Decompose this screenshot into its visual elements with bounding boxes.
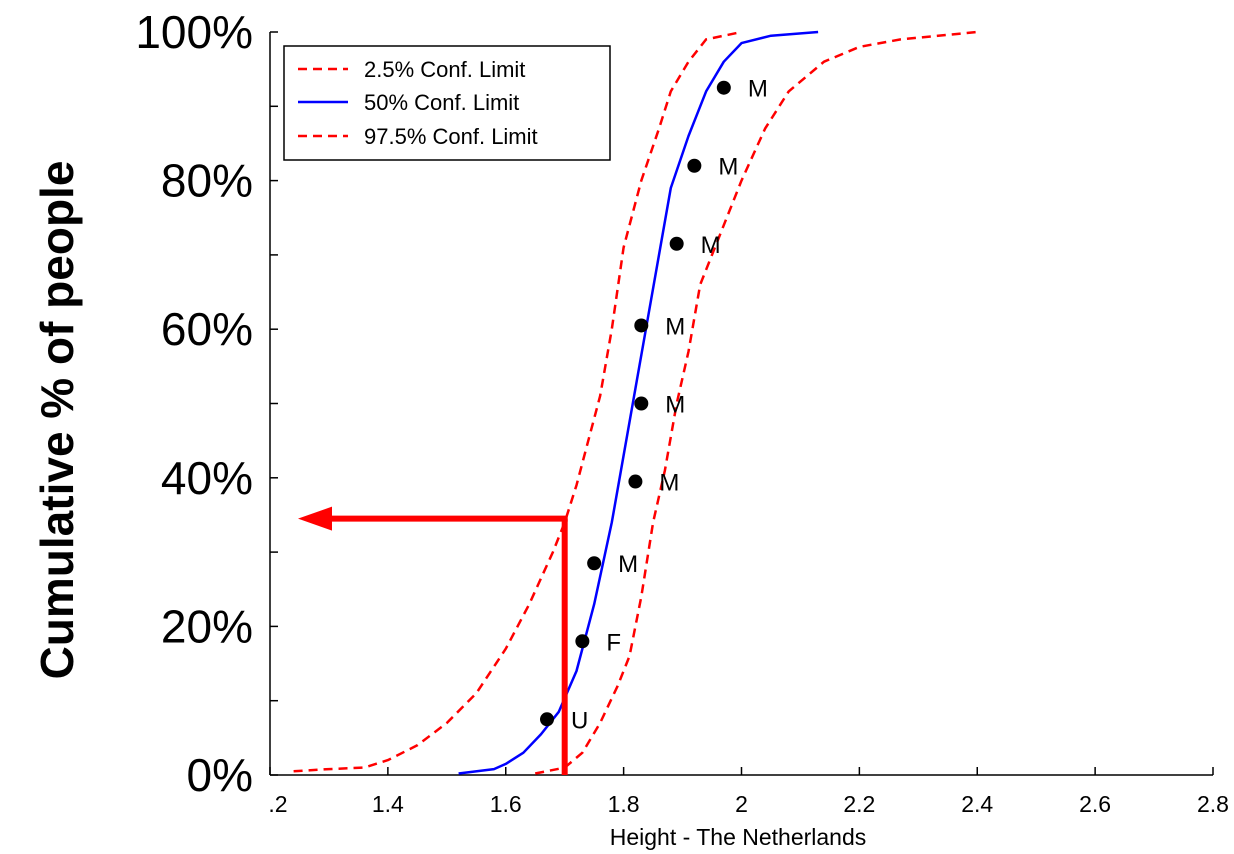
data-point-label-6: M	[701, 232, 721, 259]
data-point-3	[628, 474, 643, 489]
data-points: U F M M M M M M M	[540, 76, 768, 734]
x-tick-label: 2	[735, 791, 748, 817]
data-point-7	[687, 158, 702, 173]
y-tick-label: 20%	[161, 600, 253, 652]
x-tick-label: 2.6	[1079, 791, 1111, 817]
data-point-label-0: U	[571, 707, 588, 734]
legend-entry-2: 97.5% Conf. Limit	[364, 124, 538, 149]
legend: 2.5% Conf. Limit 50% Conf. Limit 97.5% C…	[283, 45, 611, 161]
legend-entry-0: 2.5% Conf. Limit	[364, 57, 525, 82]
data-point-2	[587, 556, 602, 571]
x-tick-label: 1.6	[490, 791, 522, 817]
series-line-0	[293, 30, 742, 773]
annotation-arrow	[298, 506, 568, 775]
x-tick-label: 2.8	[1197, 791, 1229, 817]
data-point-1	[575, 634, 590, 649]
data-point-6	[669, 236, 684, 251]
annotation-arrowhead	[298, 506, 332, 531]
y-tick-label: 100%	[135, 6, 253, 58]
data-point-label-3: M	[659, 470, 679, 497]
data-point-label-4: M	[665, 392, 685, 419]
data-point-0	[540, 712, 555, 727]
data-point-label-1: F	[606, 629, 621, 656]
x-tick-label: 1.8	[608, 791, 640, 817]
x-tick-label: .2	[268, 791, 287, 817]
legend-entry-1: 50% Conf. Limit	[364, 90, 519, 115]
data-point-label-5: M	[665, 313, 685, 340]
y-tick-label: 40%	[161, 452, 253, 504]
data-point-label-8: M	[748, 76, 768, 103]
y-tick-label: 0%	[187, 749, 253, 801]
data-point-label-7: M	[718, 154, 738, 181]
x-tick-label: 2.4	[961, 791, 993, 817]
y-tick-labels: 0% 20% 40% 60% 80% 100%	[135, 6, 253, 801]
data-point-4	[634, 396, 649, 411]
x-tick-label: 1.4	[372, 791, 404, 817]
series-line-2	[534, 30, 978, 775]
data-point-5	[634, 318, 649, 333]
x-axis-label: Height - The Netherlands	[610, 824, 867, 850]
data-point-label-2: M	[618, 551, 638, 578]
series-lines	[293, 30, 978, 775]
y-tick-label: 60%	[161, 303, 253, 355]
y-tick-label: 80%	[161, 155, 253, 207]
y-axis-label: Cumulative % of people	[31, 161, 83, 680]
data-point-8	[716, 80, 731, 95]
x-tick-labels: .2 1.4 1.6 1.8 2 2.2 2.4 2.6 2.8	[268, 791, 1229, 817]
tick-marks	[269, 31, 1214, 776]
x-tick-label: 2.2	[843, 791, 875, 817]
series-line-1	[458, 30, 819, 775]
